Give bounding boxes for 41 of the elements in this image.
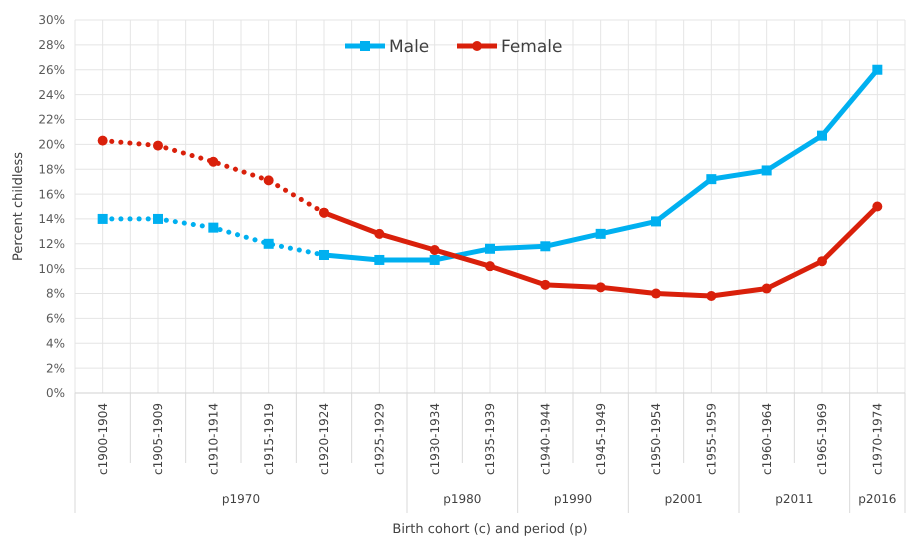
x-tick-label: c1970-1974 [870,403,885,476]
y-tick-label: 6% [46,312,65,326]
x-tick-label: c1945-1949 [594,403,608,476]
y-tick-label: 20% [38,138,65,152]
y-tick-label: 22% [38,112,65,127]
y-tick-label: 4% [46,336,65,350]
y-tick-label: 24% [38,88,65,102]
y-axis-title: Percent childless [11,152,26,262]
y-tick-label: 16% [38,187,65,202]
text: p1970 [222,492,260,506]
text: p2016 [858,492,896,506]
y-tick-label: 28% [38,38,65,52]
x-tick-label: c1930-1934 [428,403,442,476]
x-tick-label: c1950-1954 [649,403,664,476]
text: p2011 [775,492,814,506]
x-tick-label: c1935-1939 [483,403,498,476]
x-tick-label: c1940-1944 [538,403,553,476]
legend-label: Female [501,36,562,57]
x-tick-label: c1910-1914 [206,403,221,476]
text: p1980 [443,492,482,506]
x-tick-label: c1915-1919 [262,403,276,476]
x-tick-label: c1905-1909 [151,403,166,476]
text: p1990 [554,492,592,506]
legend-label: Male [389,36,430,57]
x-tick-label: c1960-1964 [760,403,774,476]
y-tick-label: 10% [38,262,65,276]
y-tick-label: 0% [46,386,65,400]
y-tick-label: 30% [38,13,65,28]
y-tick-label: 2% [46,361,65,376]
x-tick-label: c1920-1924 [317,403,332,476]
x-tick-label: c1925-1929 [372,403,387,476]
x-axis-title: Birth cohort (c) and period (p) [392,522,588,537]
y-tick-label: 12% [38,237,65,251]
y-tick-label: 26% [38,62,65,77]
text: p2001 [664,492,703,506]
x-tick-label: c1955-1959 [704,403,719,476]
x-tick-label: c1900-1904 [96,403,110,476]
x-tick-label: c1965-1969 [815,403,830,476]
y-tick-label: 8% [46,286,65,301]
y-tick-label: 18% [38,162,65,176]
y-tick-label: 14% [38,212,65,226]
